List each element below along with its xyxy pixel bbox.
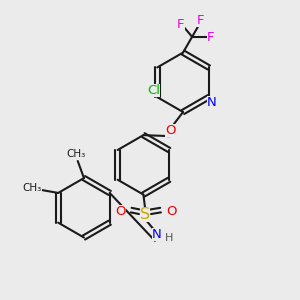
Text: O: O <box>166 205 177 218</box>
Text: H: H <box>165 233 173 243</box>
Text: O: O <box>115 205 125 218</box>
Text: F: F <box>206 31 214 44</box>
Text: S: S <box>140 207 150 222</box>
Text: Cl: Cl <box>148 84 160 97</box>
Text: N: N <box>207 96 217 109</box>
Text: CH₃: CH₃ <box>67 149 86 159</box>
Text: O: O <box>165 124 176 137</box>
Text: F: F <box>196 14 204 27</box>
Text: N: N <box>152 228 161 242</box>
Text: CH₃: CH₃ <box>22 183 42 193</box>
Text: F: F <box>177 18 185 31</box>
